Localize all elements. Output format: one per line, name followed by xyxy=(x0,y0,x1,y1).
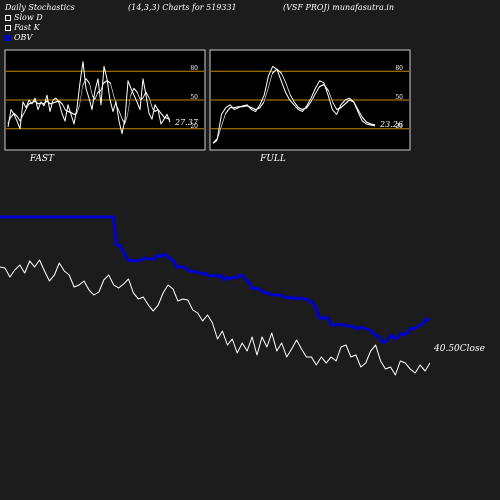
chart-title: Daily Stochastics xyxy=(5,3,75,12)
fast-fast-k-line xyxy=(7,61,171,135)
chart-symbol: (VSF PROJ) munafasutra.in xyxy=(283,3,395,12)
full-slow-d-inner xyxy=(212,70,376,146)
close-price-line xyxy=(0,259,431,376)
fast-tick-80: 80 xyxy=(190,65,198,72)
open-square-icon xyxy=(5,25,11,31)
chart-params: (14,3,3) Charts for 519331 xyxy=(128,3,237,12)
obv-line xyxy=(0,215,431,344)
legend-fast-k: Fast K xyxy=(5,23,40,32)
legend-slow-d: Slow D xyxy=(5,13,43,22)
full-tick-20: 20 xyxy=(395,123,403,130)
full-tick-50: 50 xyxy=(395,94,403,101)
legend-obv: OBV xyxy=(5,33,32,42)
fast-tick-20: 20 xyxy=(190,123,198,130)
fast-slow-d-inner xyxy=(7,80,171,126)
full-panel-label: FULL xyxy=(259,154,286,164)
full-last-value: 23.26 xyxy=(379,120,403,129)
fast-slow-d-line xyxy=(7,78,171,125)
open-square-icon xyxy=(5,15,11,21)
close-label: 40.50Close xyxy=(433,344,485,354)
fast-tick-50: 50 xyxy=(190,94,198,101)
full-fast-k-line xyxy=(212,65,376,144)
fast-last-value: 27.37 xyxy=(174,118,199,127)
filled-square-icon xyxy=(5,35,11,41)
fast-panel: 80 50 20 FAST 27.37 xyxy=(4,49,206,164)
main-chart xyxy=(0,215,431,376)
fast-panel-label: FAST xyxy=(29,154,55,164)
full-tick-80: 80 xyxy=(395,65,403,72)
full-panel: 80 50 20 FULL 23.26 xyxy=(209,49,411,164)
legend-obv-label: OBV xyxy=(14,33,33,42)
legend-slow-d-label: Slow D xyxy=(14,13,43,22)
legend-fast-k-label: Fast K xyxy=(14,23,40,32)
